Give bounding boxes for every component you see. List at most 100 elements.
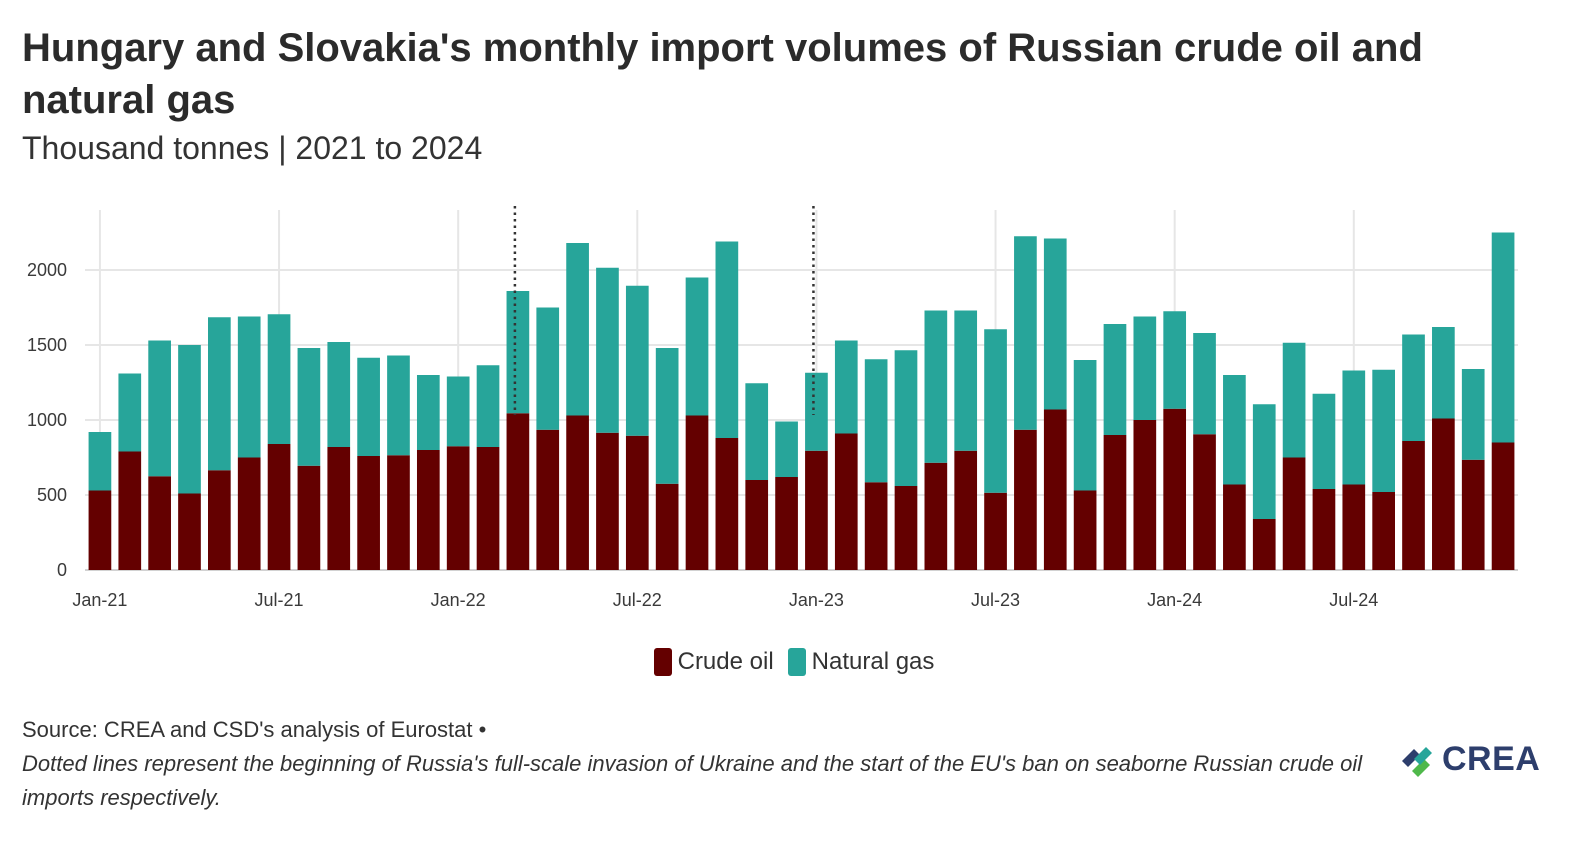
bar-natural-gas (178, 345, 201, 494)
bar-natural-gas (1432, 327, 1455, 419)
bar-crude-oil (984, 492, 1007, 570)
bar-crude-oil (327, 447, 351, 570)
bar-crude-oil (1223, 484, 1246, 570)
bar-crude-oil (596, 432, 619, 570)
bar-crude-oil (1372, 492, 1396, 570)
bar-crude-oil (834, 433, 858, 570)
bar-natural-gas (1491, 232, 1515, 443)
bar-natural-gas (805, 372, 828, 451)
vline-layer (513, 206, 815, 415)
stacked-bar-chart: 0 500 1000 1500 2000 Jan-21 Jul-21 Jan-22 Jul-2… (27, 206, 1518, 610)
bar-natural-gas (566, 243, 589, 416)
bar-crude-oil (1014, 429, 1037, 570)
x-tick-label: Jul-24 (1329, 590, 1378, 610)
bar-crude-oil (894, 486, 918, 570)
y-axis: 0 500 1000 1500 2000 (27, 260, 67, 580)
bar-natural-gas (357, 357, 380, 456)
bar-natural-gas (864, 359, 888, 483)
bar-crude-oil (536, 429, 560, 570)
y-tick-label: 1500 (27, 335, 67, 355)
bar-natural-gas (596, 267, 619, 433)
bar-natural-gas (625, 285, 649, 436)
bar-crude-oil (207, 470, 231, 570)
bar-natural-gas (1252, 404, 1276, 519)
bar-crude-oil (237, 457, 261, 570)
source-text: Source: CREA and CSD's analysis of Euros… (22, 717, 487, 742)
x-tick-label: Jul-23 (971, 590, 1020, 610)
bar-natural-gas (1282, 342, 1306, 458)
legend-swatch-natural-gas (787, 648, 806, 676)
bar-natural-gas (894, 350, 918, 486)
bar-natural-gas (1223, 375, 1246, 485)
bar-crude-oil (148, 476, 171, 570)
bar-natural-gas (834, 340, 858, 434)
bar-natural-gas (715, 241, 739, 438)
bar-natural-gas (1461, 369, 1485, 460)
x-tick-label: Jan-23 (789, 590, 844, 610)
chart-legend: Crude oil Natural gas (0, 648, 1588, 676)
bar-natural-gas (1133, 316, 1157, 420)
bar-natural-gas (924, 310, 948, 463)
bar-crude-oil (775, 477, 798, 570)
bar-crude-oil (1252, 519, 1276, 570)
chart-title: Hungary and Slovakia's monthly import vo… (22, 26, 1423, 122)
bar-crude-oil (1312, 489, 1336, 570)
bar-crude-oil (1402, 441, 1425, 570)
legend-item-crude-oil: Crude oil (653, 648, 774, 676)
bar-natural-gas (536, 307, 560, 430)
bar-crude-oil (1133, 420, 1157, 570)
crea-logo-text: CREA (1442, 740, 1541, 778)
bar-natural-gas (655, 348, 679, 484)
x-tick-label: Jan-24 (1147, 590, 1202, 610)
bar-crude-oil (655, 483, 679, 570)
bar-crude-oil (446, 446, 470, 570)
bar-natural-gas (1342, 370, 1366, 485)
bar-crude-oil (715, 438, 739, 570)
bar-natural-gas (745, 383, 769, 480)
bar-natural-gas (984, 329, 1007, 493)
bar-crude-oil (1193, 434, 1216, 570)
bar-natural-gas (476, 365, 500, 447)
y-tick-label: 2000 (27, 260, 67, 280)
bar-crude-oil (685, 415, 709, 570)
bar-crude-oil (1103, 435, 1127, 570)
bar-natural-gas (1402, 334, 1425, 441)
bar-crude-oil (178, 493, 201, 570)
bar-natural-gas (88, 432, 112, 491)
bar-crude-oil (416, 450, 440, 570)
bars-layer (88, 232, 1515, 570)
bar-natural-gas (1193, 333, 1216, 435)
bar-crude-oil (476, 447, 500, 570)
bar-crude-oil (625, 435, 649, 570)
bar-natural-gas (1163, 311, 1187, 409)
bar-natural-gas (1073, 360, 1097, 491)
bar-crude-oil (1432, 418, 1455, 570)
legend-label-natural-gas: Natural gas (811, 648, 935, 675)
crea-leaf-icon (1402, 746, 1432, 777)
bar-natural-gas (506, 291, 530, 414)
bar-crude-oil (924, 462, 948, 570)
bar-crude-oil (387, 455, 410, 570)
legend-swatch-crude-oil (653, 648, 672, 676)
bar-crude-oil (1073, 490, 1097, 570)
crea-logo: CREA (1398, 740, 1540, 779)
x-tick-label: Jan-21 (72, 590, 127, 610)
bar-crude-oil (566, 415, 589, 570)
x-tick-label: Jan-22 (431, 590, 486, 610)
y-tick-label: 1000 (27, 410, 67, 430)
bar-crude-oil (1461, 459, 1485, 570)
footnote-text: Dotted lines represent the beginning of … (22, 751, 1363, 810)
bar-natural-gas (775, 421, 798, 477)
bar-natural-gas (118, 373, 142, 452)
bar-crude-oil (88, 490, 112, 570)
bar-natural-gas (148, 340, 171, 477)
bar-natural-gas (267, 314, 291, 444)
bar-crude-oil (1282, 457, 1306, 570)
bar-crude-oil (118, 451, 142, 570)
bar-natural-gas (207, 317, 231, 471)
bar-natural-gas (297, 348, 321, 466)
bar-natural-gas (237, 316, 261, 458)
bar-crude-oil (357, 456, 380, 570)
bar-crude-oil (297, 465, 321, 570)
bar-crude-oil (1491, 442, 1515, 570)
